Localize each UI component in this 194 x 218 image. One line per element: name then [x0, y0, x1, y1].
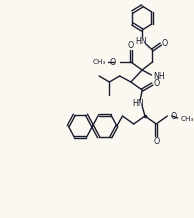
Text: O: O: [161, 39, 168, 48]
Text: O: O: [128, 41, 134, 49]
Text: CH₃: CH₃: [180, 116, 194, 122]
Text: CH₃: CH₃: [92, 59, 106, 65]
Text: O: O: [110, 58, 116, 66]
Text: HN: HN: [133, 99, 144, 107]
Text: O: O: [170, 111, 176, 121]
Text: O: O: [153, 78, 159, 87]
Text: HN: HN: [135, 37, 147, 46]
Text: O: O: [153, 136, 159, 145]
Text: NH: NH: [153, 72, 165, 80]
